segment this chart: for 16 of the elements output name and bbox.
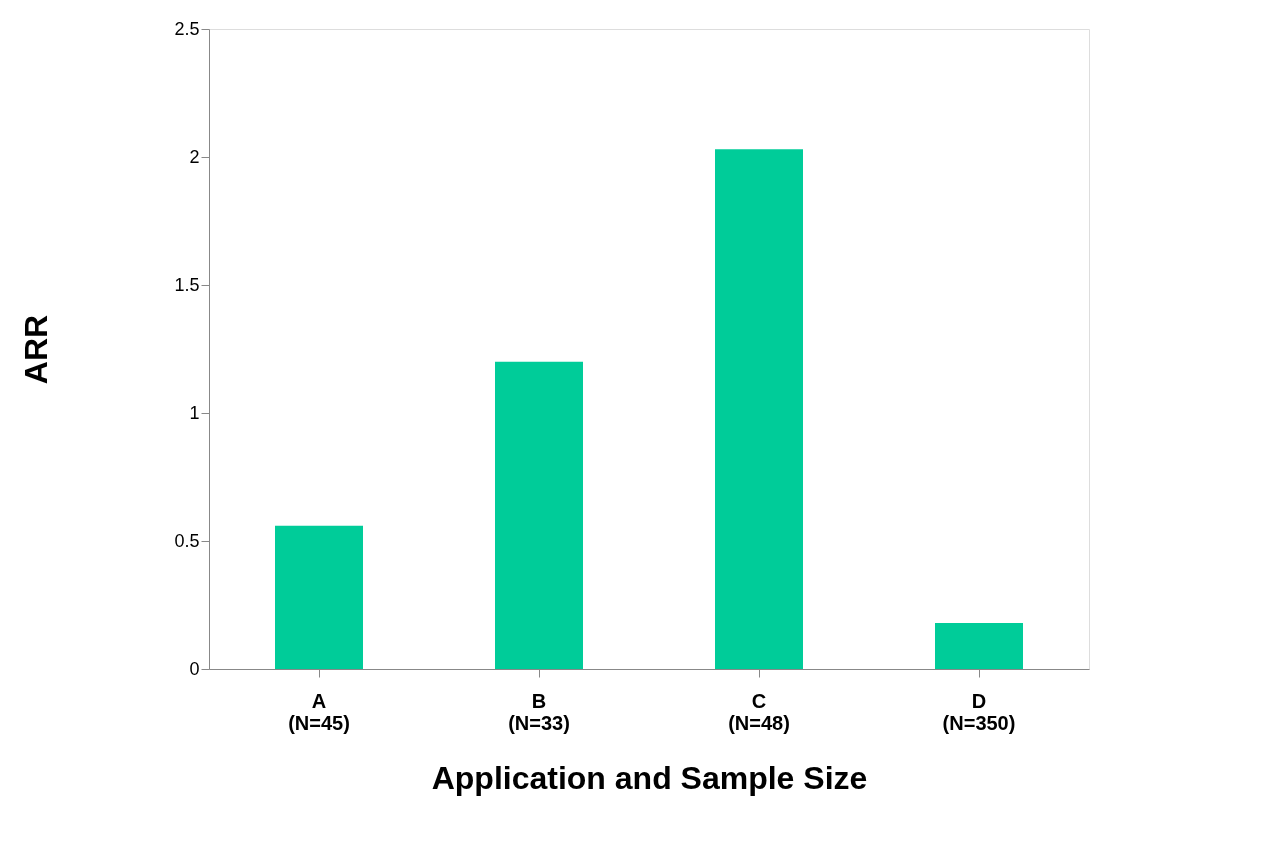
x-tick-label: D (N=350) — [942, 689, 1016, 734]
y-tick-label: 0 — [189, 658, 200, 679]
y-tick-label: 1.5 — [174, 274, 200, 295]
x-tick-label: B (N=33) — [508, 689, 570, 734]
y-tick-label: 2.5 — [174, 18, 200, 39]
y-axis-title: ARR — [18, 314, 55, 385]
y-tick-label: 1 — [189, 402, 200, 423]
bar — [275, 525, 363, 669]
bar — [495, 361, 583, 669]
x-tick-label: A (N=45) — [288, 689, 350, 734]
y-tick-label: 2 — [189, 146, 200, 167]
bar — [715, 149, 803, 669]
x-tick-label: C (N=48) — [728, 689, 790, 734]
x-axis-title: Application and Sample Size — [431, 759, 868, 796]
bar — [935, 622, 1023, 669]
y-tick-label: 0.5 — [174, 530, 200, 551]
